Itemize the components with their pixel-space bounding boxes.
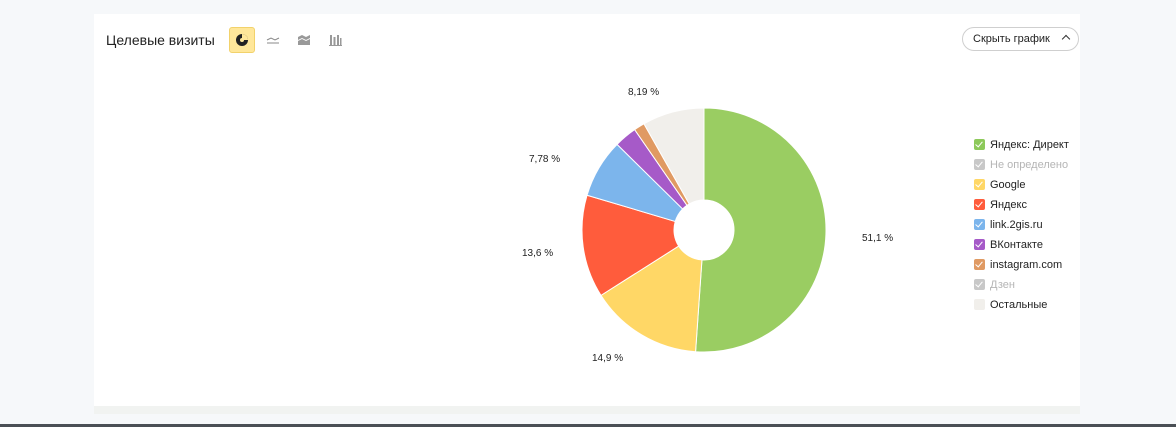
legend-label: Google [990, 179, 1026, 191]
card-footer [94, 406, 1080, 414]
slice-data-label: 51,1 % [862, 233, 894, 244]
slice-data-label: 8,19 % [628, 87, 660, 98]
line-chart-icon [266, 37, 280, 44]
legend-label: Не определено [990, 159, 1069, 171]
legend-label: Яндекс [990, 199, 1027, 211]
legend-item[interactable]: ВКонтакте [974, 238, 1069, 258]
bar-view-button[interactable] [322, 27, 348, 53]
legend-checkbox[interactable] [974, 179, 985, 190]
legend-checkbox[interactable] [974, 219, 985, 230]
legend-label: Яндекс: Директ [990, 139, 1069, 151]
legend-item[interactable]: instagram.com [974, 258, 1069, 278]
pie-slice-1[interactable] [600, 245, 703, 353]
pie-slice-2[interactable] [581, 194, 680, 297]
legend-checkbox[interactable] [974, 259, 985, 270]
slice-data-label: 14,9 % [592, 353, 624, 364]
legend-checkbox[interactable] [974, 159, 985, 170]
bar-chart-icon [328, 35, 342, 46]
legend-item[interactable]: Яндекс [974, 198, 1069, 218]
pie-slice-6[interactable] [643, 107, 705, 205]
legend-label: Остальные [990, 299, 1048, 311]
slice-data-label: 13,6 % [522, 248, 554, 259]
pie-view-button[interactable] [229, 27, 255, 53]
hide-chart-label: Скрыть график [973, 33, 1050, 45]
legend-checkbox[interactable] [974, 239, 985, 250]
legend-item[interactable]: Дзен [974, 278, 1069, 298]
area-chart-icon [298, 35, 310, 45]
legend-label: ВКонтакте [990, 239, 1043, 251]
legend-label: Дзен [990, 279, 1015, 291]
bottom-border [0, 424, 1176, 427]
legend-label: link.2gis.ru [990, 219, 1043, 231]
legend-item[interactable]: Остальные [974, 298, 1069, 318]
hide-chart-button[interactable]: Скрыть график [962, 27, 1079, 51]
line-view-button[interactable] [260, 27, 286, 53]
slice-data-label: 7,78 % [529, 154, 561, 165]
legend-item[interactable]: link.2gis.ru [974, 218, 1069, 238]
legend-item[interactable]: Google [974, 178, 1069, 198]
area-view-button[interactable] [291, 27, 317, 53]
legend-checkbox[interactable] [974, 199, 985, 210]
pie-chart [581, 107, 827, 353]
legend-swatch[interactable] [974, 299, 985, 310]
legend-checkbox[interactable] [974, 139, 985, 150]
pie-slice-0[interactable] [695, 107, 827, 353]
legend-item[interactable]: Яндекс: Директ [974, 138, 1069, 158]
legend-item[interactable]: Не определено [974, 158, 1069, 178]
legend-checkbox[interactable] [974, 279, 985, 290]
pie-chart-icon [236, 34, 248, 46]
chart-title: Целевые визиты [106, 32, 215, 48]
chart-legend: Яндекс: Директ Не определено Google Яндекс l… [974, 138, 1069, 318]
legend-label: instagram.com [990, 259, 1063, 271]
chart-card: Целевые визиты Скрыть график [94, 14, 1080, 410]
